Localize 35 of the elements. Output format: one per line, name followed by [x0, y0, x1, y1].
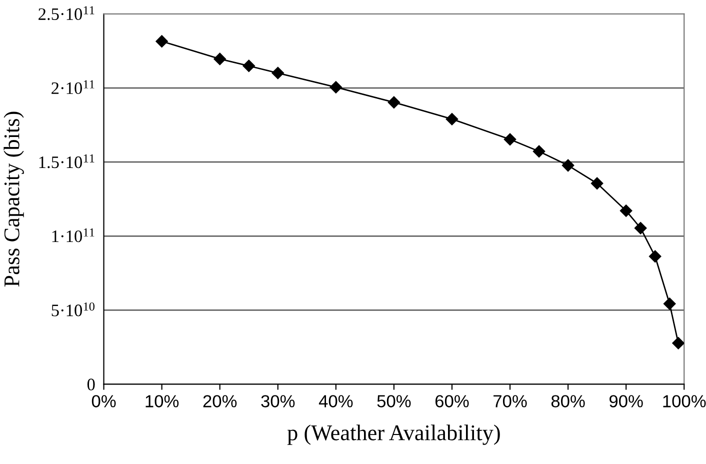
point: [634, 222, 647, 234]
y-tick-label: 2·10$^{11}$: [52, 80, 94, 94]
point: [214, 52, 226, 66]
x-tick-label: 10%: [146, 395, 179, 408]
point: [590, 177, 604, 190]
point: [446, 112, 458, 126]
point: [649, 250, 662, 262]
point: [672, 337, 684, 350]
point: [330, 81, 342, 94]
point: [242, 60, 255, 72]
point: [504, 133, 516, 146]
y-axis-title: Pass Capacity (bits): [4, 112, 24, 287]
x-tick-label: 40%: [318, 395, 353, 408]
x-tick-label: 70%: [494, 395, 527, 408]
x-tick-label: 60%: [435, 395, 469, 408]
point: [388, 96, 400, 108]
x-tick-label: 50%: [377, 395, 411, 408]
y-tick-label: 1.5·10$^{11}$: [39, 154, 94, 168]
x-tick-label: 80%: [551, 395, 585, 408]
y-tick-label: 5·10$^{10}$: [52, 302, 94, 316]
point: [620, 204, 632, 217]
x-tick-label: 30%: [261, 395, 295, 408]
point: [156, 35, 168, 48]
x-tick-label: 100%: [663, 395, 706, 408]
x-tick-label: 90%: [610, 395, 643, 408]
y-tick-label: 2.5·10$^{11}$: [38, 6, 94, 20]
point: [532, 145, 546, 158]
y-tick-label: 1·10$^{11}$: [52, 228, 94, 242]
x-axis-title: p (Weather Availability): [287, 424, 500, 445]
y-tick-label: 0: [87, 378, 95, 390]
point: [562, 159, 574, 172]
x-tick-label: 20%: [203, 395, 237, 408]
x-tick-label: 0%: [92, 395, 116, 408]
point: [272, 66, 284, 80]
point: [664, 298, 676, 310]
